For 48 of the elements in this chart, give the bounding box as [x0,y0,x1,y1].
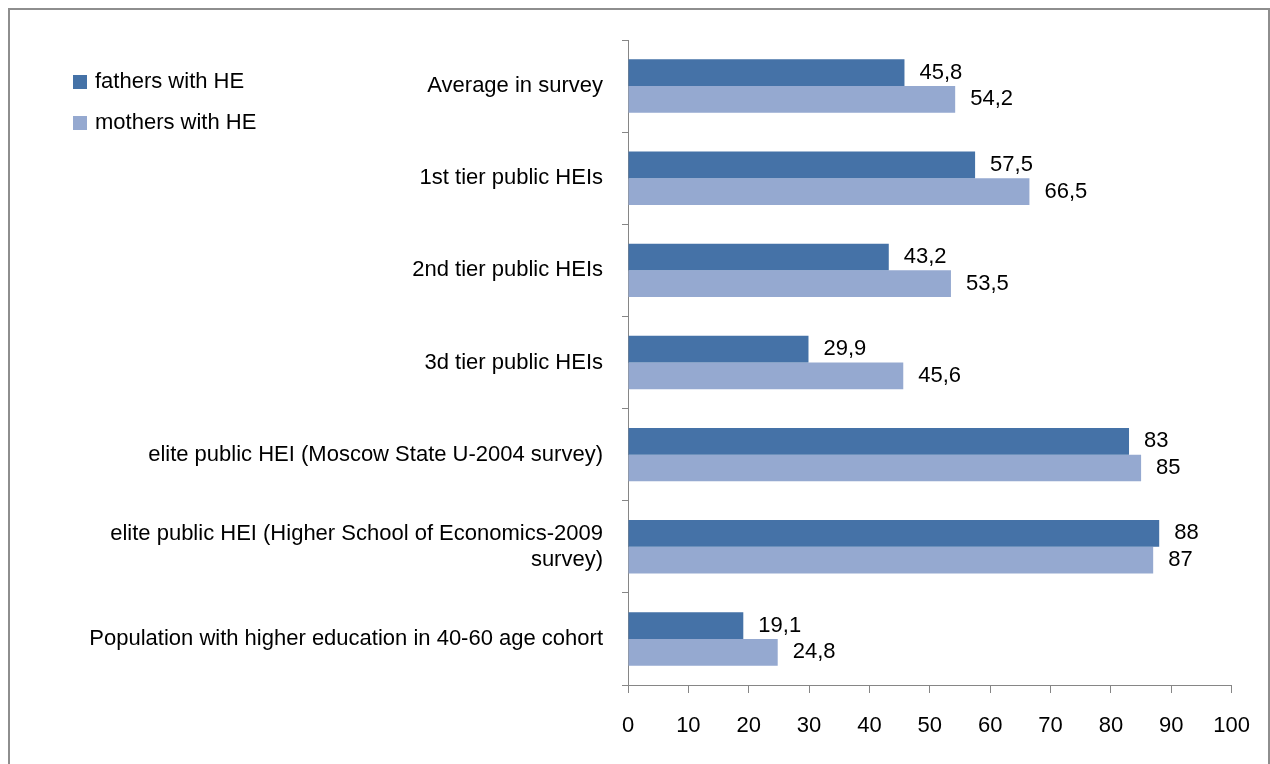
legend-label: fathers with HE [95,68,245,94]
data-label: 87 [1168,546,1193,572]
data-label: 29,9 [823,335,867,361]
bar [628,243,889,271]
legend-label: mothers with HE [95,109,257,135]
bar [628,335,809,363]
data-label: 57,5 [990,150,1033,176]
x-tick-label: 10 [676,712,701,738]
bar [628,612,744,639]
x-tick-label: 70 [1038,712,1063,738]
y-tick-label: elite public HEI (Higher School of Economics-2009 survey) [110,519,603,572]
bar [628,520,1160,547]
bar [628,638,778,666]
data-label: 83 [1144,427,1169,453]
x-tick-label: 80 [1098,712,1124,738]
bar [628,270,951,298]
bar [628,546,1154,574]
y-tick-label: elite public HEI (Moscow State U-2004 survey) [148,440,603,466]
bar [628,178,1030,205]
data-label: 85 [1156,454,1181,480]
bar [628,151,976,179]
data-label: 53,5 [965,269,1009,295]
x-tick-label: 100 [1213,712,1251,738]
y-tick-label: 2nd tier public HEIs [412,256,603,282]
data-label: 54,2 [970,85,1013,111]
data-label: 43,2 [903,243,947,269]
y-tick-label: 3d tier public HEIs [424,348,603,374]
x-tick-label: 50 [917,712,943,738]
data-label: 45,8 [919,58,963,84]
bar [628,427,1130,455]
bar [628,454,1142,482]
x-tick-label: 30 [796,712,822,738]
data-label: 45,6 [918,361,962,387]
x-tick-label: 40 [857,712,882,738]
x-tick-label: 60 [977,712,1003,738]
y-tick-label: Average in survey [427,72,603,98]
y-tick-label: Population with higher education in 40-60 age cohort [89,624,603,650]
data-label: 88 [1174,519,1199,545]
bar [628,362,904,390]
x-tick-label: 20 [736,712,761,738]
x-tick-label: 90 [1159,712,1184,738]
bar [628,86,956,113]
data-label: 24,8 [792,638,836,664]
x-tick-label: 0 [621,712,635,738]
data-label: 66,5 [1044,177,1088,203]
y-tick-label: 1st tier public HEIs [419,164,603,190]
data-label: 19,1 [758,611,802,637]
bar [628,59,905,87]
